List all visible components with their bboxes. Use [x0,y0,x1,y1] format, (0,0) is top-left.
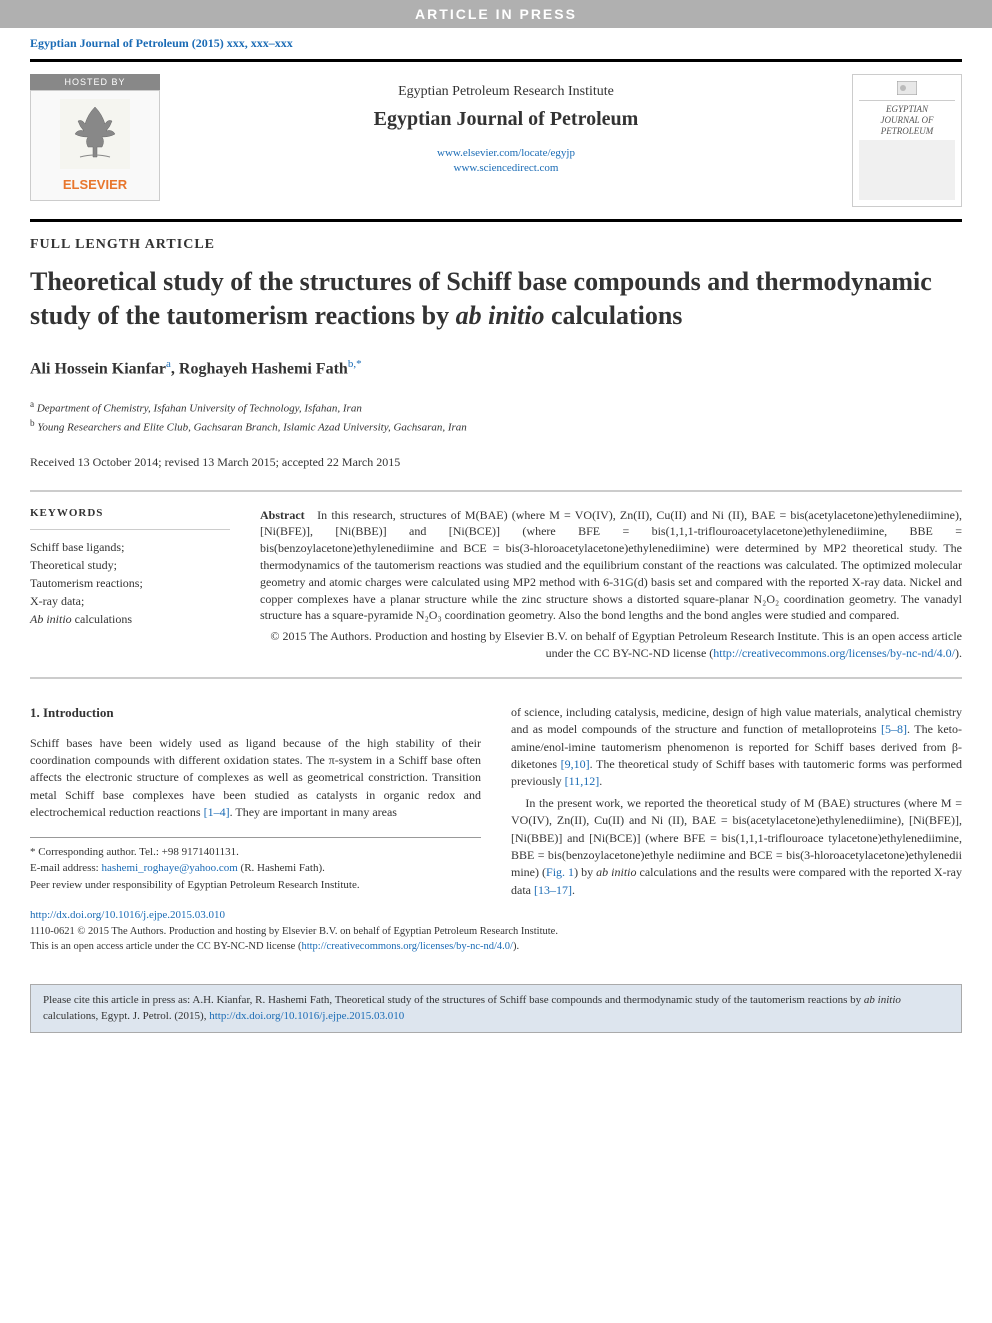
intro-heading: 1. Introduction [30,704,481,723]
affiliations: a Department of Chemistry, Isfahan Unive… [30,398,962,436]
ref-9-10[interactable]: [9,10] [561,757,590,771]
article-dates: Received 13 October 2014; revised 13 Mar… [30,455,962,470]
elsevier-logo-box: ELSEVIER [30,90,160,201]
body-columns: 1. Introduction Schiff bases have been w… [30,704,962,899]
journal-reference: Egyptian Journal of Petroleum (2015) xxx… [0,28,992,59]
left-column: 1. Introduction Schiff bases have been w… [30,704,481,899]
cover-title: EGYPTIAN JOURNAL OF PETROLEUM [859,104,955,136]
ref-1-4[interactable]: [1–4] [204,805,230,819]
article-title: Theoretical study of the structures of S… [30,265,962,333]
publisher-box: HOSTED BY ELSEVIER [30,74,160,201]
bottom-copyright: 1110-0621 © 2015 The Authors. Production… [30,925,962,954]
keyword-2: Theoretical study; [30,556,230,574]
hosted-by-label: HOSTED BY [30,74,160,90]
right-column: of science, including catalysis, medicin… [511,704,962,899]
fig-1-ref[interactable]: Fig. 1 [546,865,574,879]
abstract-text: Abstract In this research, structures of… [260,507,962,662]
journal-link-2[interactable]: www.sciencedirect.com [175,161,837,176]
citation-doi-link[interactable]: http://dx.doi.org/10.1016/j.ejpe.2015.03… [209,1010,404,1022]
author-2-affil[interactable]: b, [348,358,356,370]
journal-header: HOSTED BY ELSEVIER Egyptian Petroleum Re… [0,62,992,219]
license-link[interactable]: http://creativecommons.org/licenses/by-n… [713,646,955,660]
journal-links: www.elsevier.com/locate/egyjp www.scienc… [175,146,837,177]
article-type: FULL LENGTH ARTICLE [30,237,962,253]
keywords-list: Schiff base ligands; Theoretical study; … [30,538,230,628]
corresponding-mark[interactable]: * [356,358,362,370]
cover-body [859,140,955,200]
bottom-info: http://dx.doi.org/10.1016/j.ejpe.2015.03… [30,909,962,954]
peer-review: Peer review under responsibility of Egyp… [30,877,481,894]
article-in-press-banner: ARTICLE IN PRESS [0,0,992,28]
article-content: FULL LENGTH ARTICLE Theoretical study of… [0,222,992,969]
divider-abstract-bottom [30,677,962,679]
abstract-label: Abstract [260,508,305,522]
ref-11-12[interactable]: [11,12] [565,774,600,788]
author-1: Ali Hossein Kianfar [30,360,166,377]
institute-name: Egyptian Petroleum Research Institute [175,84,837,100]
ref-13-17[interactable]: [13–17] [534,883,572,897]
author-1-affil[interactable]: a [166,358,171,370]
elsevier-text: ELSEVIER [39,177,151,192]
intro-para-2: In the present work, we reported the the… [511,795,962,899]
journal-cover-thumbnail: EGYPTIAN JOURNAL OF PETROLEUM [852,74,962,207]
keywords-label: KEYWORDS [30,507,230,519]
journal-title-block: Egyptian Petroleum Research Institute Eg… [175,74,837,177]
author-2: Roghayeh Hashemi Fath [179,360,348,377]
doi-link[interactable]: http://dx.doi.org/10.1016/j.ejpe.2015.03… [30,909,962,921]
journal-link-1[interactable]: www.elsevier.com/locate/egyjp [175,146,837,161]
keywords-divider [30,529,230,530]
abstract-copyright: © 2015 The Authors. Production and hosti… [260,628,962,662]
cover-icon [859,81,955,101]
keyword-1: Schiff base ligands; [30,538,230,556]
elsevier-tree-icon [60,99,130,169]
intro-para-1: Schiff bases have been widely used as li… [30,735,481,822]
intro-para-1-cont: of science, including catalysis, medicin… [511,704,962,791]
citation-box: Please cite this article in press as: A.… [30,984,962,1033]
keyword-4: X-ray data; [30,592,230,610]
divider-abstract-top [30,490,962,492]
email-link[interactable]: hashemi_roghaye@yahoo.com [101,862,237,874]
corresponding-author: * Corresponding author. Tel.: +98 917140… [30,844,481,861]
email-line: E-mail address: hashemi_roghaye@yahoo.co… [30,860,481,877]
footnotes: * Corresponding author. Tel.: +98 917140… [30,837,481,894]
bottom-license-link[interactable]: http://creativecommons.org/licenses/by-n… [301,941,513,952]
abstract-section: KEYWORDS Schiff base ligands; Theoretica… [30,507,962,662]
keyword-5: Ab initio calculations [30,610,230,628]
journal-name: Egyptian Journal of Petroleum [175,108,837,131]
authors-list: Ali Hossein Kianfara, Roghayeh Hashemi F… [30,358,962,378]
keyword-3: Tautomerism reactions; [30,574,230,592]
ref-5-8[interactable]: [5–8] [881,722,907,736]
keywords-box: KEYWORDS Schiff base ligands; Theoretica… [30,507,230,662]
